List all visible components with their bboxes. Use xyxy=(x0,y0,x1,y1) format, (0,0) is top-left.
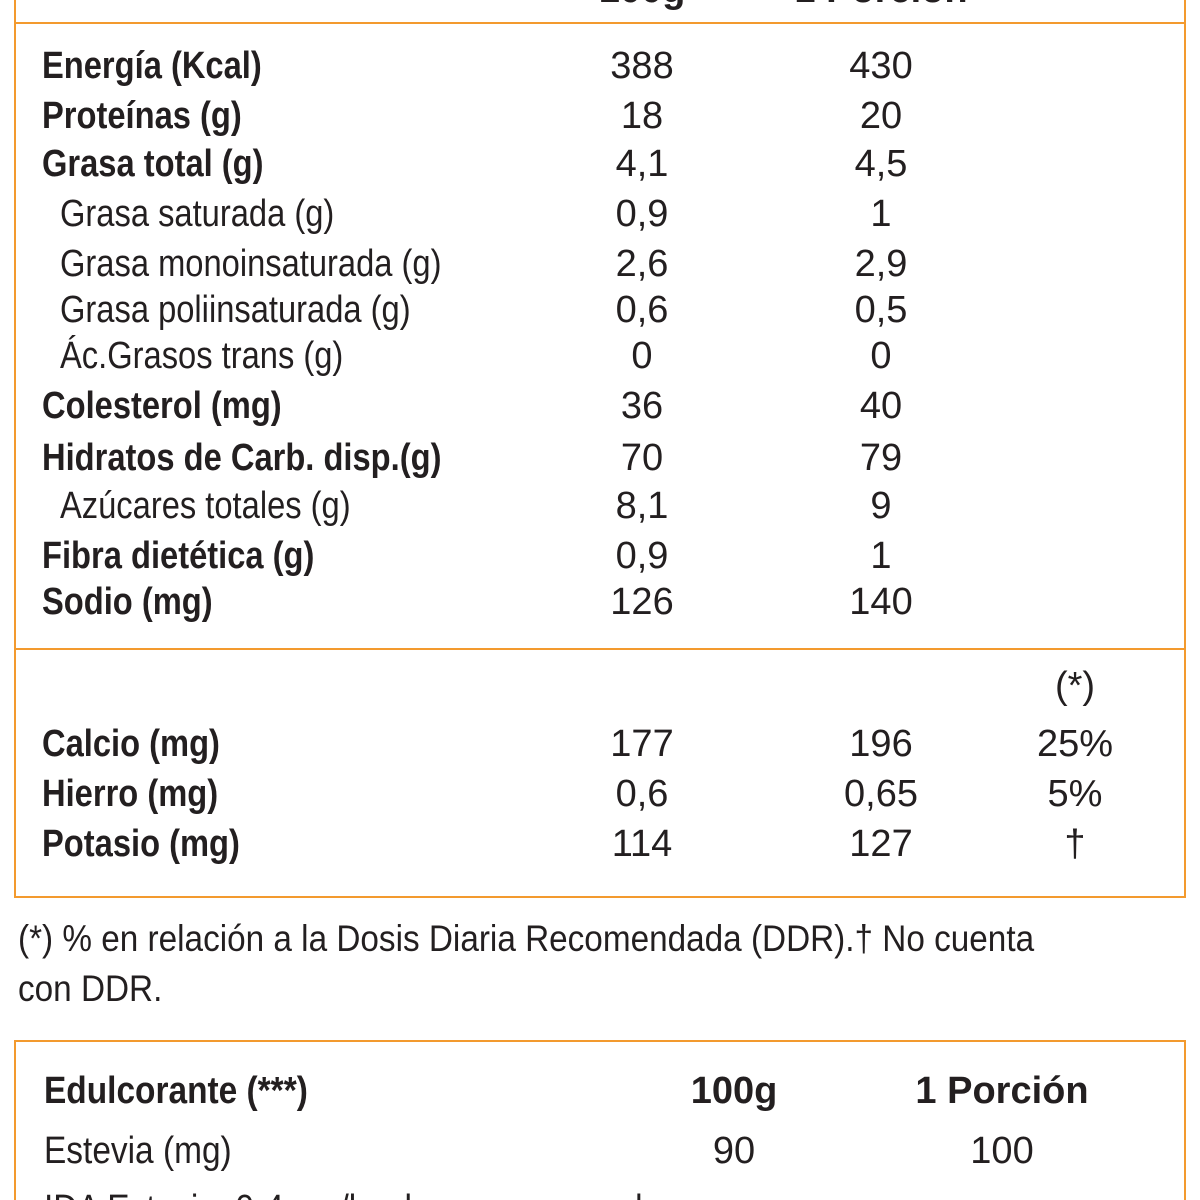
nutrient-value-portion: 140 xyxy=(849,581,913,623)
column-header-100g: 100g xyxy=(542,0,742,14)
ddr-column-header: (*) xyxy=(1054,665,1096,707)
nutrient-value-portion: 430 xyxy=(849,45,913,87)
mineral-value-100g: 0,6 xyxy=(615,773,669,815)
header-divider xyxy=(14,22,1186,24)
section-divider xyxy=(14,648,1186,650)
nutrient-row: Colesterol (mg) 36 40 xyxy=(0,382,1200,430)
nutrient-value-100g: 18 xyxy=(620,95,664,137)
sweetener-header-label: Edulcorante (***) xyxy=(44,1070,308,1112)
nutrient-value-100g: 126 xyxy=(610,581,674,623)
nutrient-label: Grasa monoinsaturada (g) xyxy=(60,243,442,285)
nutrient-value-portion: 40 xyxy=(859,385,903,427)
mineral-row: Potasio (mg) 114 127 † xyxy=(0,820,1200,868)
mineral-value-100g: 114 xyxy=(611,823,673,865)
sweetener-table-frame xyxy=(14,1040,1186,1200)
nutrient-value-100g: 0,9 xyxy=(615,193,669,235)
mineral-row: Calcio (mg) 177 196 25% xyxy=(0,720,1200,768)
nutrient-label: Ác.Grasos trans (g) xyxy=(60,335,344,377)
mineral-row: Hierro (mg) 0,6 0,65 5% xyxy=(0,770,1200,818)
nutrient-value-100g: 2,6 xyxy=(615,243,669,285)
nutrient-row: Sodio (mg) 126 140 xyxy=(0,578,1200,626)
mineral-label: Potasio (mg) xyxy=(42,823,240,865)
nutrient-value-portion: 1 xyxy=(870,193,892,235)
nutrient-value-portion: 4,5 xyxy=(854,143,908,185)
nutrient-row: Ác.Grasos trans (g) 0 0 xyxy=(0,332,1200,380)
sweetener-value-portion: 100 xyxy=(970,1130,1034,1172)
sweetener-header-100g: 100g xyxy=(690,1070,778,1112)
mineral-value-portion: 0,65 xyxy=(844,773,918,815)
nutrient-row: Energía (Kcal) 388 430 xyxy=(0,42,1200,90)
nutrient-value-100g: 388 xyxy=(610,45,674,87)
sweetener-ida-note: IDA Estevia: 0-4 mg/kg de peso corporal xyxy=(44,1184,643,1200)
sweetener-header-row: Edulcorante (***) 100g 1 Porción xyxy=(0,1066,1200,1116)
nutrient-label: Hidratos de Carb. disp.(g) xyxy=(42,437,442,479)
sweetener-row: Estevia (mg) 90 100 xyxy=(0,1126,1200,1176)
nutrient-label: Sodio (mg) xyxy=(42,581,213,623)
column-header-portion: 1 Porción xyxy=(781,0,981,14)
nutrient-row: Hidratos de Carb. disp.(g) 70 79 xyxy=(0,434,1200,482)
nutrient-row: Grasa total (g) 4,1 4,5 xyxy=(0,140,1200,188)
nutrient-value-portion: 1 xyxy=(870,535,892,577)
nutrient-value-portion: 0,5 xyxy=(854,289,908,331)
nutrient-value-portion: 0 xyxy=(870,335,892,377)
nutrient-value-portion: 9 xyxy=(870,485,892,527)
nutrient-value-100g: 4,1 xyxy=(615,143,669,185)
mineral-value-ddr: 25% xyxy=(1036,723,1114,765)
sweetener-value-100g: 90 xyxy=(712,1130,756,1172)
nutrient-label: Fibra dietética (g) xyxy=(42,535,315,577)
mineral-value-ddr: 5% xyxy=(1047,773,1103,815)
mineral-label: Calcio (mg) xyxy=(42,723,220,765)
nutrient-row: Proteínas (g) 18 20 xyxy=(0,92,1200,140)
nutrient-value-portion: 79 xyxy=(859,437,903,479)
nutrient-label: Proteínas (g) xyxy=(42,95,242,137)
mineral-value-portion: 127 xyxy=(849,823,913,865)
footnote-line: con DDR. xyxy=(18,968,163,1009)
nutrient-label: Grasa saturada (g) xyxy=(60,193,335,235)
sweetener-label: Estevia (mg) xyxy=(44,1130,232,1172)
nutrient-value-100g: 0,6 xyxy=(615,289,669,331)
nutrient-label: Grasa total (g) xyxy=(42,143,264,185)
mineral-value-100g: 177 xyxy=(610,723,674,765)
nutrient-value-100g: 8,1 xyxy=(615,485,669,527)
nutrient-value-portion: 2,9 xyxy=(854,243,908,285)
ddr-header-row: (*) xyxy=(0,662,1200,710)
nutrient-row: Grasa monoinsaturada (g) 2,6 2,9 xyxy=(0,240,1200,288)
nutrient-label: Colesterol (mg) xyxy=(42,385,282,427)
sweetener-header-portion: 1 Porción xyxy=(915,1070,1089,1112)
nutrient-row: Fibra dietética (g) 0,9 1 xyxy=(0,532,1200,580)
mineral-value-portion: 196 xyxy=(849,723,913,765)
nutrient-value-100g: 70 xyxy=(620,437,664,479)
nutrient-label: Azúcares totales (g) xyxy=(60,485,351,527)
nutrient-value-portion: 20 xyxy=(859,95,903,137)
nutrient-label: Energía (Kcal) xyxy=(42,45,262,87)
nutrient-row: Grasa poliinsaturada (g) 0,6 0,5 xyxy=(0,286,1200,334)
nutrient-row: Grasa saturada (g) 0,9 1 xyxy=(0,190,1200,238)
nutrient-value-100g: 36 xyxy=(620,385,664,427)
ddr-footnote: (*) % en relación a la Dosis Diaria Reco… xyxy=(18,914,1071,1014)
nutrition-table-frame xyxy=(14,0,1186,898)
nutrient-label: Grasa poliinsaturada (g) xyxy=(60,289,411,331)
mineral-label: Hierro (mg) xyxy=(42,773,219,815)
nutrient-row: Azúcares totales (g) 8,1 9 xyxy=(0,482,1200,530)
nutrient-value-100g: 0,9 xyxy=(615,535,669,577)
footnote-line: (*) % en relación a la Dosis Diaria Reco… xyxy=(18,918,1035,959)
nutrient-value-100g: 0 xyxy=(631,335,653,377)
mineral-value-ddr: † xyxy=(1064,823,1086,865)
